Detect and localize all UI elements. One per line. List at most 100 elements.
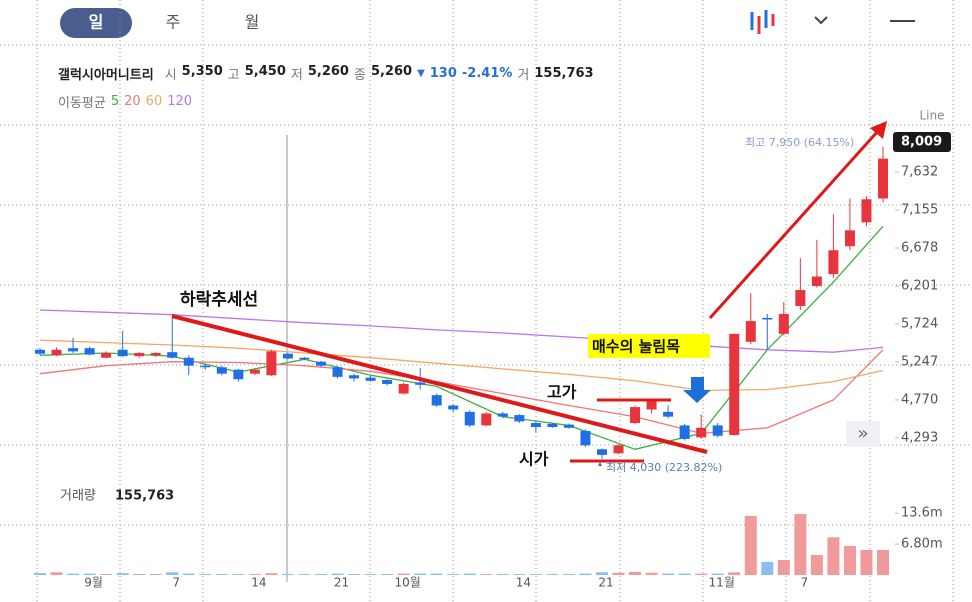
volume-bar [678,573,691,575]
candle-body [861,199,872,223]
volume-bar [728,572,741,575]
volume-bar [810,555,823,575]
volume-bar [513,574,526,575]
volume-bar [381,574,394,575]
volume-bar [298,574,311,575]
candle-body [481,413,492,426]
plot: 4,293 4,770 5,247 5,724 6,201 6,678 7,155 7,632… [34,132,951,590]
candle-body [266,351,277,376]
last-price-box [893,132,951,153]
scroll-button[interactable] [846,421,880,447]
high-label: 고가 [547,383,577,402]
quote-value: 5,260 [370,64,413,79]
candle-body [431,395,442,406]
candle-body [464,411,475,426]
y-tick-label: 6,678 [901,241,938,256]
candle-body [597,449,607,455]
candle-body [415,382,426,385]
volume-bar [777,560,790,575]
candle-body [349,375,360,379]
candle-body [745,321,756,342]
volume-bar [744,515,757,575]
volume-bar [645,572,658,575]
candle-body [563,424,574,428]
candle-body [68,348,79,352]
change-pct: -2.41% [461,66,513,81]
down-arrow [683,377,711,403]
tab[interactable]: 주 [166,13,181,32]
volume-bar [248,574,261,575]
candle-body [795,290,806,306]
volume-bar [364,574,377,575]
volume-bar [761,561,774,575]
x-tick-label: 7 [172,576,180,590]
volume-bar [100,574,113,575]
ma-line [39,309,884,353]
volume-bar [711,573,724,575]
candle-body [332,367,343,377]
volume-bar [662,573,675,575]
volume-bar [215,574,228,575]
volume-bar [133,574,146,575]
volume-bar [331,573,344,575]
candle-body [778,313,789,334]
x-tick-label: 21 [598,576,613,590]
quote-label: 저 [290,68,303,83]
candle-body [35,349,45,354]
candle-body [167,352,178,358]
ma-label: 이동평균 [58,96,106,111]
low-marker: 최저 4,030 (223.82%) [606,461,722,474]
dropdown-chevron[interactable] [814,16,828,25]
open-label: 시가 [519,450,549,469]
up-arrowhead [870,121,887,139]
quote-value: 5,350 [181,64,223,79]
change-arrow: ▼ [417,68,425,79]
volume-bar [149,574,162,575]
volume-bar [397,573,410,575]
volume-bar [629,571,642,575]
candle-body [679,425,690,439]
pullback-label: 매수의 눌림목 [592,338,680,356]
volume-bar [843,545,856,575]
x-tick-label: 14 [251,576,266,590]
volume-bar [794,514,807,575]
candle-body [878,158,888,199]
volume-bar [182,573,195,575]
volume-value: 155,763 [115,489,174,504]
volume-bar [348,574,361,575]
volume-bar [463,573,476,575]
quote-label: 시 [164,68,177,83]
x-tick-label: 7 [801,576,809,590]
candle-body [233,369,244,380]
ma-line [39,349,884,435]
chart-type-icon[interactable] [750,10,775,34]
volume-bar [315,574,327,575]
y-tick-label: 5,724 [901,316,938,331]
tab[interactable]: 월 [245,13,260,32]
x-tick-label: 9월 [84,576,103,590]
volume-bar [281,574,294,575]
quote-label: 종 [353,68,366,83]
volume-bar [546,574,559,575]
tab-active-bg[interactable] [60,8,132,38]
quote-row: 갤럭시아머니트리 시 5,350 고 5,450 저 5,260 종 5,260 ▼ 130 … [58,64,594,83]
volume-bar [496,574,509,575]
volume-bar [50,572,63,575]
volume-bar [562,574,575,575]
mode-label[interactable]: Line [919,109,944,123]
candle-body [216,367,227,374]
candle-body [811,276,822,287]
candle-body [134,352,145,357]
scroll-icon[interactable]: » [857,423,868,444]
volume-bar [695,573,708,575]
candle-body [299,357,310,360]
tab[interactable]: 일 [89,13,104,32]
stock-name: 갤럭시아머니트리 [58,68,154,83]
candle-body [580,430,591,446]
volume-bar [579,573,592,575]
volume-bar [877,550,889,575]
x-tick-label: 11월 [709,576,735,590]
y-tick-label: 7,155 [901,203,938,218]
